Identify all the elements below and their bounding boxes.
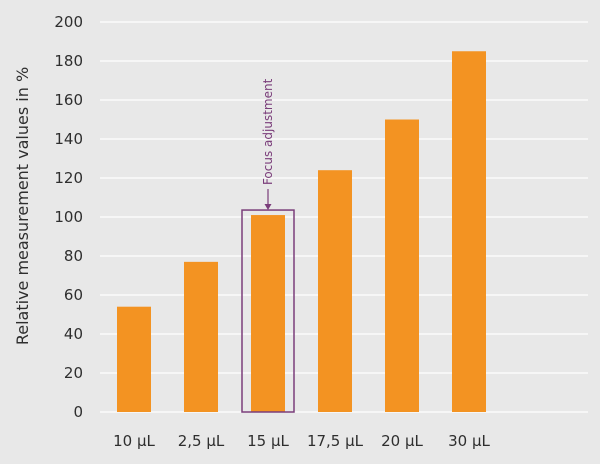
- bar-0: [117, 306, 151, 412]
- x-tick-label-2: 15 µL: [247, 432, 289, 450]
- annotation-label: Focus adjustment: [261, 78, 275, 185]
- x-tick-label-4: 20 µL: [381, 432, 423, 450]
- y-tick-label-6: 120: [54, 169, 83, 187]
- y-tick-label-7: 140: [54, 130, 83, 148]
- annotation-arrow-head: [264, 204, 272, 211]
- bar-5: [452, 51, 486, 412]
- y-axis-title: Relative measurement values in %: [13, 67, 32, 345]
- y-tick-label-5: 100: [54, 208, 83, 226]
- y-tick-label-2: 40: [64, 325, 83, 343]
- y-tick-label-0: 0: [73, 403, 83, 421]
- bar-4: [385, 119, 419, 412]
- x-tick-label-5: 30 µL: [448, 432, 490, 450]
- x-tick-label-3: 17,5 µL: [307, 432, 364, 450]
- y-tick-label-9: 180: [54, 52, 83, 70]
- focus-annotation: Focus adjustment: [241, 78, 295, 413]
- y-tick-label-8: 160: [54, 91, 83, 109]
- x-tick-label-0: 10 µL: [113, 432, 155, 450]
- y-tick-label-3: 60: [64, 286, 83, 304]
- y-tick-label-10: 200: [54, 13, 83, 31]
- y-tick-label-4: 80: [64, 247, 83, 265]
- bar-1: [184, 261, 218, 412]
- x-axis-ticks: 10 µL 2,5 µL 15 µL 17,5 µL 20 µL 30 µL: [113, 432, 490, 450]
- y-axis-ticks: 0 20 40 60 80 100 120 140 160 180 200: [54, 13, 83, 421]
- bar-2: [251, 215, 285, 412]
- bar-3: [318, 170, 352, 412]
- y-tick-label-1: 20: [64, 364, 83, 382]
- bars: [117, 51, 486, 412]
- x-tick-label-1: 2,5 µL: [178, 432, 225, 450]
